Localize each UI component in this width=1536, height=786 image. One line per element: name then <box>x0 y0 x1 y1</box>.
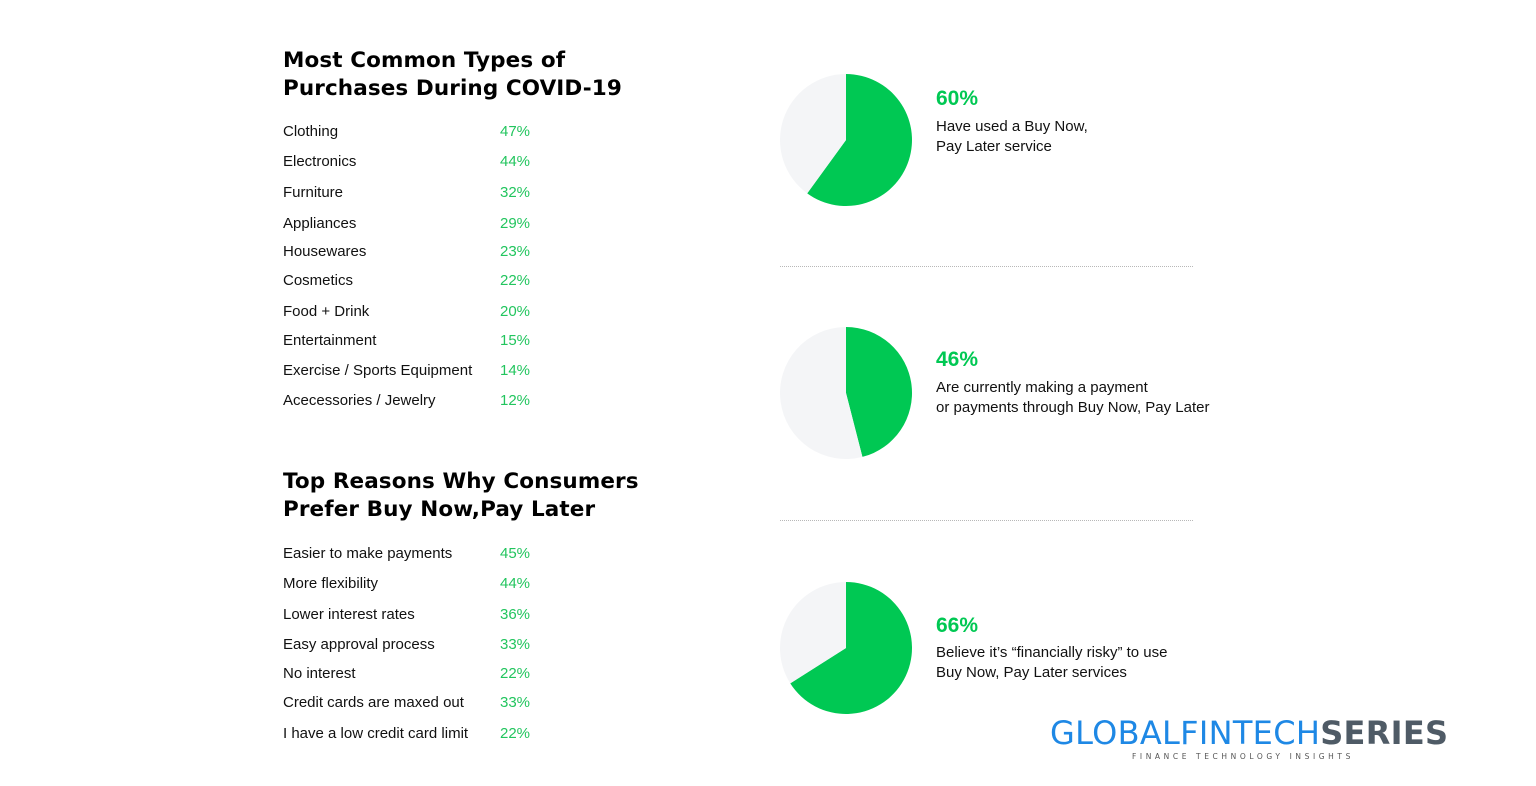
list-item: Electronics 44% <box>283 152 583 172</box>
list-item: Food + Drink 20% <box>283 302 583 322</box>
list-item: Clothing 47% <box>283 122 583 142</box>
list-item-value: 29% <box>500 215 531 232</box>
list-item-value: 23% <box>500 243 531 260</box>
stat-used-desc-line1: Have used a Buy Now, <box>936 118 1088 135</box>
pie-slice-highlight <box>846 327 913 457</box>
list-item: Easier to make payments 45% <box>283 544 583 564</box>
list-item: Entertainment 15% <box>283 331 583 351</box>
list-item: Lower interest rates 36% <box>283 605 583 625</box>
list-item-value: 22% <box>500 665 531 682</box>
pie-slice-highlight <box>790 582 912 714</box>
list-item-label: Acecessories / Jewelry <box>283 392 436 409</box>
list-item-label: I have a low credit card limit <box>283 725 469 742</box>
list-item-label: More flexibility <box>283 575 379 592</box>
purchases-title-line2: Purchases During COVID-19 <box>283 76 622 101</box>
list-item-value: 22% <box>500 272 531 289</box>
stat-used-desc-line2: Pay Later service <box>936 137 1052 155</box>
logo-wordmark: GLOBALFINTECHSERIES <box>1050 715 1496 751</box>
list-item: Acecessories / Jewelry 12% <box>283 391 583 411</box>
list-item-value: 36% <box>500 606 531 623</box>
list-item-label: Food + Drink <box>283 303 370 320</box>
reasons-title-line1: Top Reasons Why Consumers <box>283 469 639 494</box>
logo-wordmark-part1: GLOBALFINTECH <box>1050 714 1321 752</box>
pie-chart-risky <box>779 582 912 714</box>
pie-chart-used <box>779 74 912 206</box>
list-item-value: 33% <box>500 636 531 653</box>
pie-slice-highlight <box>807 74 912 206</box>
stat-used-desc: Have used a Buy Now, Pay Later service <box>936 117 1088 156</box>
pie-chart-current <box>780 327 913 459</box>
list-item-label: Exercise / Sports Equipment <box>283 362 473 379</box>
purchases-title: Most Common Types of Purchases During CO… <box>283 47 703 103</box>
reasons-title-line2: Prefer Buy Now,Pay Later <box>283 497 596 522</box>
purchases-title-line1: Most Common Types of <box>283 48 566 73</box>
list-item-value: 44% <box>500 153 531 170</box>
logo-tagline: FINANCE TECHNOLOGY INSIGHTS <box>1132 752 1354 761</box>
list-item-label: Housewares <box>283 243 367 260</box>
stat-risky-desc-line2: Buy Now, Pay Later services <box>936 663 1127 681</box>
stat-used-value: 60% <box>936 87 979 110</box>
stat-current-desc-line1: Are currently making a payment <box>936 379 1148 396</box>
list-item-label: Easy approval process <box>283 636 435 653</box>
list-item: I have a low credit card limit 22% <box>283 724 583 744</box>
list-item-value: 12% <box>500 392 531 409</box>
list-item: Furniture 32% <box>283 183 583 203</box>
pie-slice-remainder <box>779 74 846 194</box>
pie-slice-remainder <box>779 582 846 684</box>
pie-slice-remainder <box>780 327 863 459</box>
list-item: Credit cards are maxed out 33% <box>283 693 583 713</box>
list-item-label: Furniture <box>283 184 344 201</box>
list-item-label: Lower interest rates <box>283 606 415 623</box>
list-item-value: 33% <box>500 694 531 711</box>
list-item-label: Easier to make payments <box>283 545 453 562</box>
list-item-value: 32% <box>500 184 531 201</box>
list-item-label: Clothing <box>283 123 339 140</box>
list-item-value: 47% <box>500 123 531 140</box>
stat-risky-desc-line1: Believe it’s “financially risky” to use <box>936 644 1168 661</box>
list-item-value: 14% <box>500 362 531 379</box>
list-item: Exercise / Sports Equipment 14% <box>283 361 583 381</box>
list-item-label: Electronics <box>283 153 357 170</box>
list-item: Housewares 23% <box>283 242 583 262</box>
list-item: Easy approval process 33% <box>283 635 583 655</box>
list-item-value: 44% <box>500 575 531 592</box>
list-item-value: 45% <box>500 545 531 562</box>
list-item-label: Credit cards are maxed out <box>283 694 464 711</box>
divider <box>780 520 1193 521</box>
reasons-title: Top Reasons Why Consumers Prefer Buy Now… <box>283 468 703 524</box>
list-item-label: Entertainment <box>283 332 377 349</box>
list-item-value: 22% <box>500 725 531 742</box>
list-item-value: 15% <box>500 332 531 349</box>
stat-current-desc-line2: or payments through Buy Now, Pay Later <box>936 398 1210 416</box>
list-item-value: 20% <box>500 303 531 320</box>
list-item: No interest 22% <box>283 664 583 684</box>
list-item-label: Appliances <box>283 215 357 232</box>
globalfintechseries-logo: GLOBALFINTECHSERIES FINANCE TECHNOLOGY I… <box>1050 715 1496 761</box>
stat-current-value: 46% <box>936 348 979 371</box>
stat-risky-desc: Believe it’s “financially risky” to use … <box>936 643 1167 682</box>
divider <box>780 266 1193 267</box>
list-item: Cosmetics 22% <box>283 271 583 291</box>
list-item-label: Cosmetics <box>283 272 354 289</box>
list-item: More flexibility 44% <box>283 574 583 594</box>
stat-risky-value: 66% <box>936 614 979 637</box>
logo-wordmark-part2: SERIES <box>1320 714 1449 752</box>
stat-current-desc: Are currently making a payment or paymen… <box>936 378 1209 417</box>
list-item: Appliances 29% <box>283 214 583 234</box>
list-item-label: No interest <box>283 665 356 682</box>
